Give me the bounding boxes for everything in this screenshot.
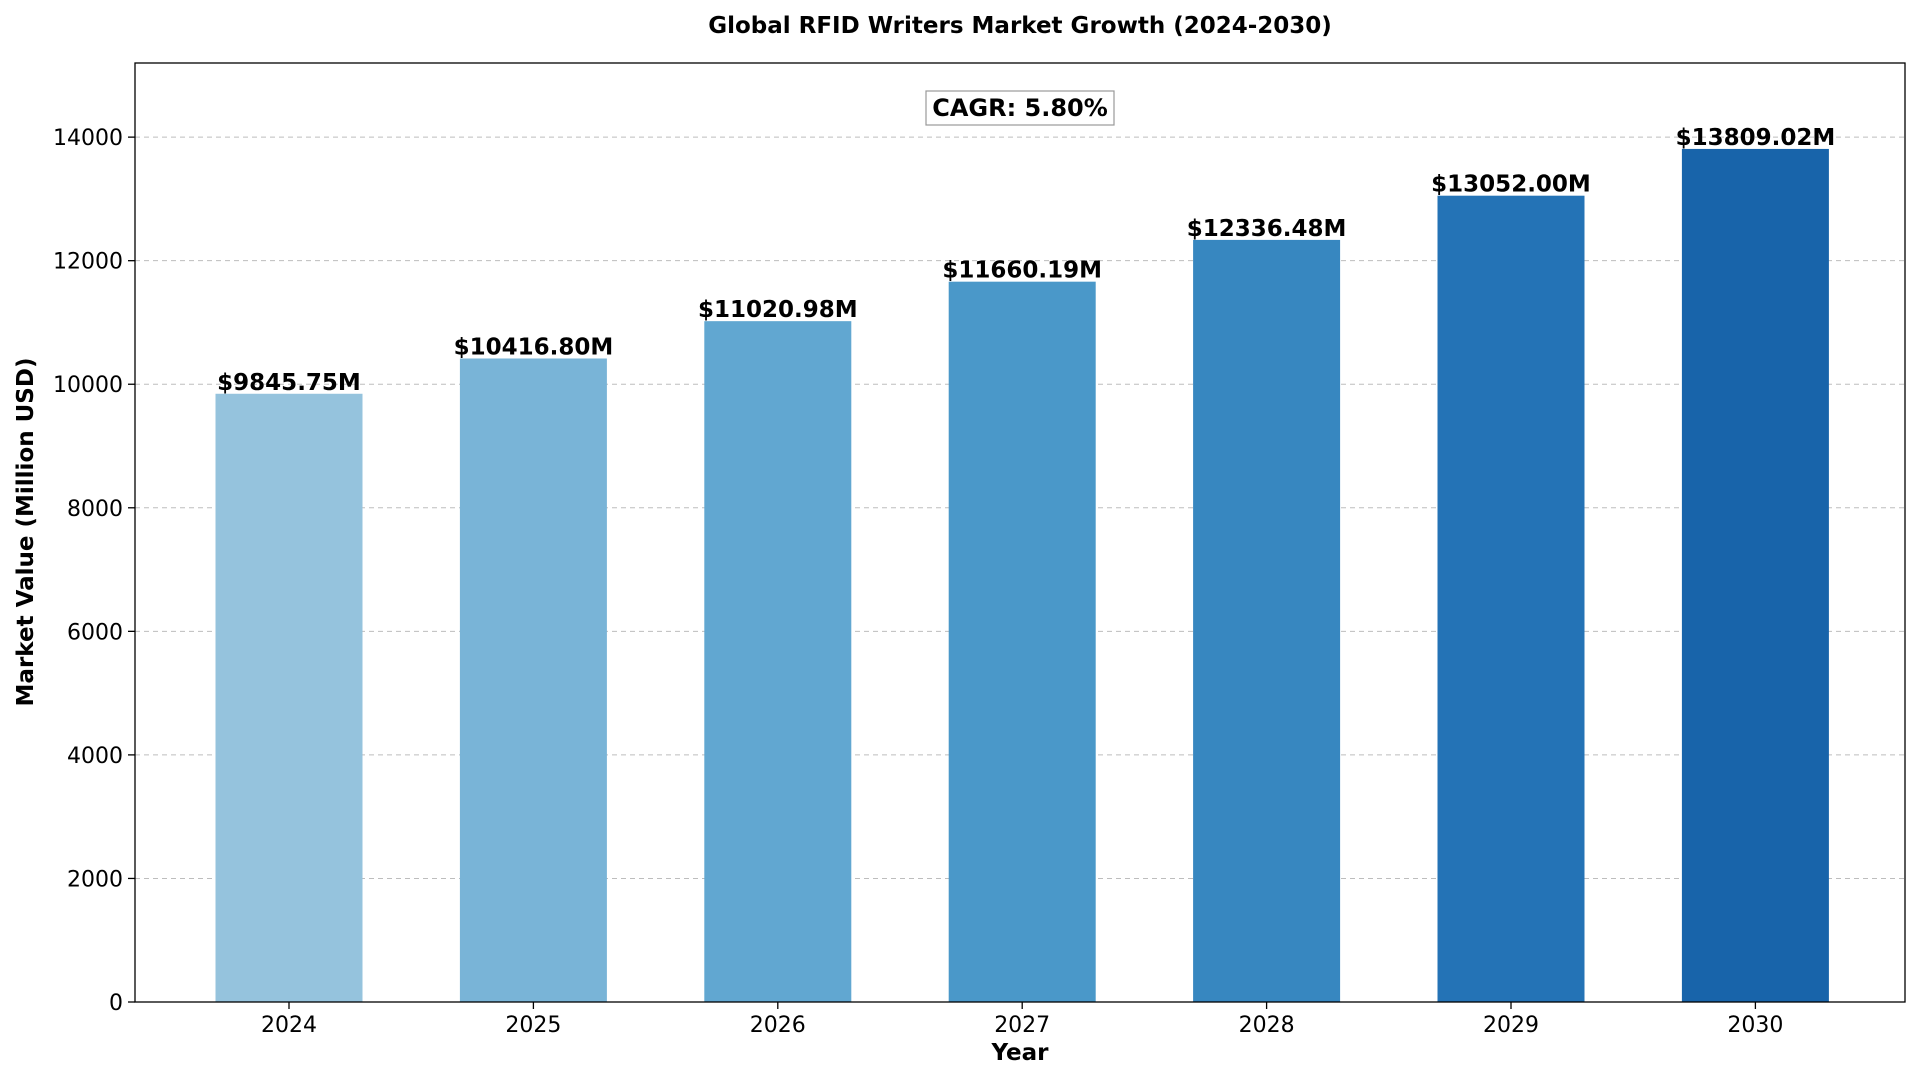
plot-frame [134,62,1906,1003]
bar-2024 [215,393,363,1002]
cagr-annotation: CAGR: 5.80% [925,90,1115,126]
bars [215,148,1829,1003]
x-axis-title: Year [990,1040,1049,1066]
x-tick-label: 2030 [1727,1013,1783,1038]
x-tick-label: 2024 [261,1013,317,1038]
data-label-2026: $11020.98M [698,297,858,323]
y-tick-label: 4000 [67,744,123,769]
data-label-2027: $11660.19M [942,258,1102,284]
x-tick-label: 2027 [994,1013,1050,1038]
data-label-2030: $13809.02M [1676,125,1836,151]
y-tick-label: 12000 [53,250,123,275]
y-tick-label: 8000 [67,497,123,522]
x-tick-label: 2028 [1239,1013,1295,1038]
cagr-text: CAGR: 5.80% [932,94,1108,122]
bar-2025 [459,358,607,1002]
x-tick-label: 2026 [750,1013,806,1038]
y-axis-ticks: 0 2000 4000 6000 8000 10000 12000 14000 [53,126,135,1016]
y-tick-label: 14000 [53,126,123,151]
cagr-box [925,90,1115,126]
y-axis-title: Market Value (Million USD) [13,358,39,707]
data-labels: $9845.75M $10416.80M $11020.98M $11660.19M $… [217,125,1835,396]
y-tick-label: 2000 [67,867,123,892]
chart-title: Global RFID Writers Market Growth (2024-… [708,13,1332,39]
y-tick-label: 10000 [53,373,123,398]
data-label-2029: $13052.00M [1431,172,1591,198]
y-tick-label: 0 [109,991,123,1016]
x-axis-ticks: 2024 2025 2026 2027 2028 2029 2030 [261,1002,1783,1038]
data-label-2024: $9845.75M [217,370,361,396]
bar-2026 [704,321,852,1003]
x-tick-label: 2025 [505,1013,561,1038]
data-label-2025: $10416.80M [454,334,614,360]
bar-2029 [1437,195,1585,1002]
y-tick-label: 6000 [67,620,123,645]
bar-2030 [1681,148,1829,1002]
x-tick-label: 2029 [1483,1013,1539,1038]
bar-2027 [948,281,1096,1003]
data-label-2028: $12336.48M [1187,216,1347,242]
bar-2028 [1193,239,1341,1003]
